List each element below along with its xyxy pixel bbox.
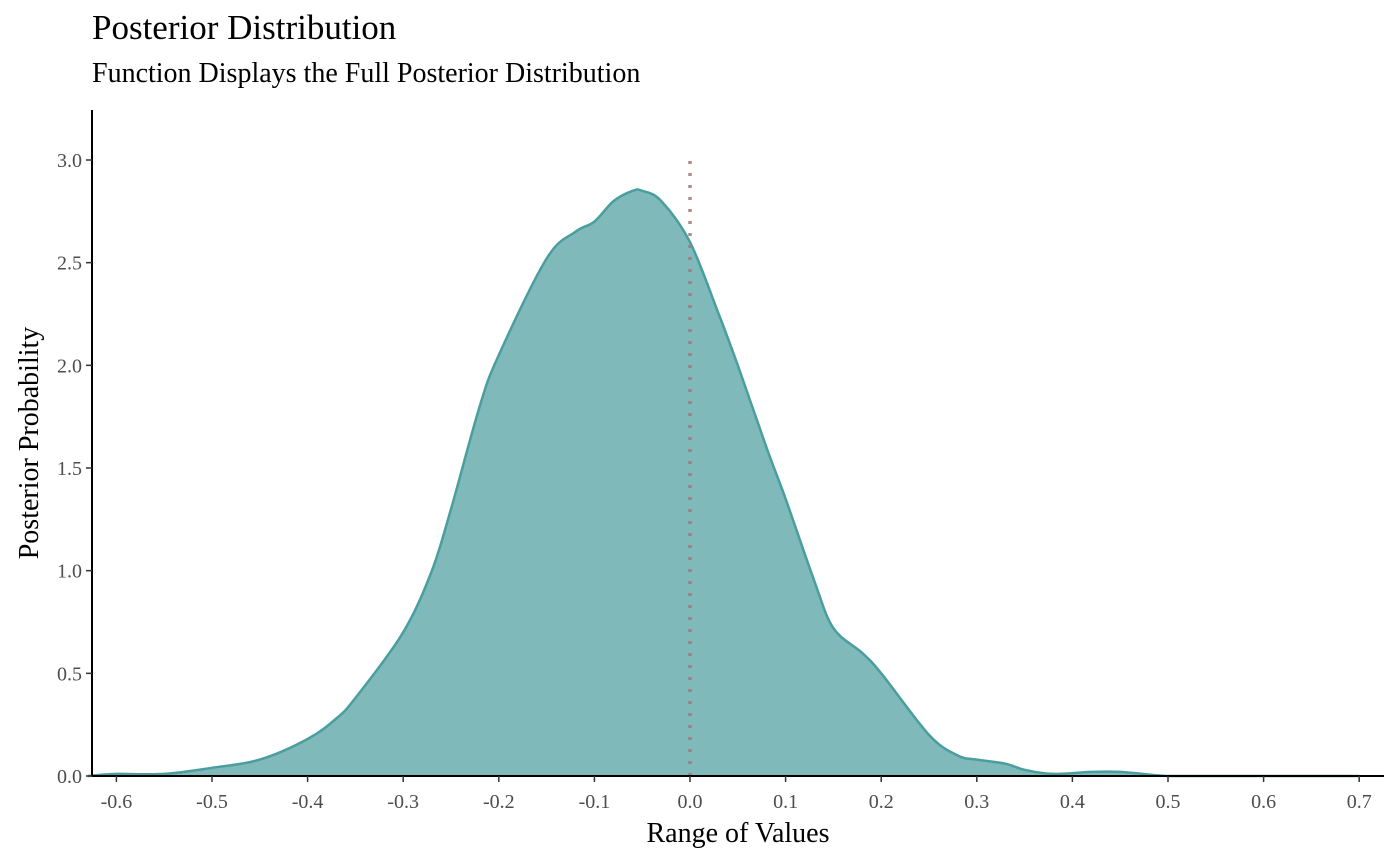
x-tick-label: -0.2 — [483, 791, 515, 813]
x-tick-label: 0.0 — [678, 791, 703, 813]
y-axis-ticks: 0.0 0.5 1.0 1.5 2.0 2.5 3.0 — [57, 150, 92, 788]
density-area — [87, 189, 1360, 776]
y-tick-label: 1.0 — [57, 561, 82, 583]
y-tick-label: 0.5 — [57, 663, 82, 685]
x-tick-label: -0.6 — [101, 791, 133, 813]
x-tick-label: 0.4 — [1060, 791, 1085, 813]
y-tick-label: 1.5 — [57, 458, 82, 480]
x-tick-label: 0.1 — [773, 791, 798, 813]
x-axis-ticks: -0.6 -0.5 -0.4 -0.3 -0.2 -0.1 0.0 0.1 0.2 0.3 0.4 0… — [101, 776, 1372, 813]
y-tick-label: 2.0 — [57, 355, 82, 377]
x-axis-title: Range of Values — [647, 818, 830, 849]
x-tick-label: 0.2 — [869, 791, 894, 813]
x-tick-label: -0.4 — [292, 791, 324, 813]
x-tick-label: -0.3 — [387, 791, 419, 813]
x-tick-label: -0.5 — [196, 791, 228, 813]
x-tick-label: 0.6 — [1251, 791, 1276, 813]
plot-area — [87, 160, 1360, 778]
y-tick-label: 2.5 — [57, 253, 82, 275]
y-tick-label: 3.0 — [57, 150, 82, 172]
x-tick-label: -0.1 — [579, 791, 611, 813]
x-tick-label: 0.7 — [1347, 791, 1372, 813]
x-tick-label: 0.5 — [1156, 791, 1181, 813]
y-tick-label: 0.0 — [57, 766, 82, 788]
x-tick-label: 0.3 — [964, 791, 989, 813]
chart-subtitle: Function Displays the Full Posterior Dis… — [92, 58, 641, 89]
density-line — [87, 188, 1360, 778]
chart-title: Posterior Distribution — [92, 8, 397, 47]
y-axis-title: Posterior Probability — [14, 327, 45, 560]
